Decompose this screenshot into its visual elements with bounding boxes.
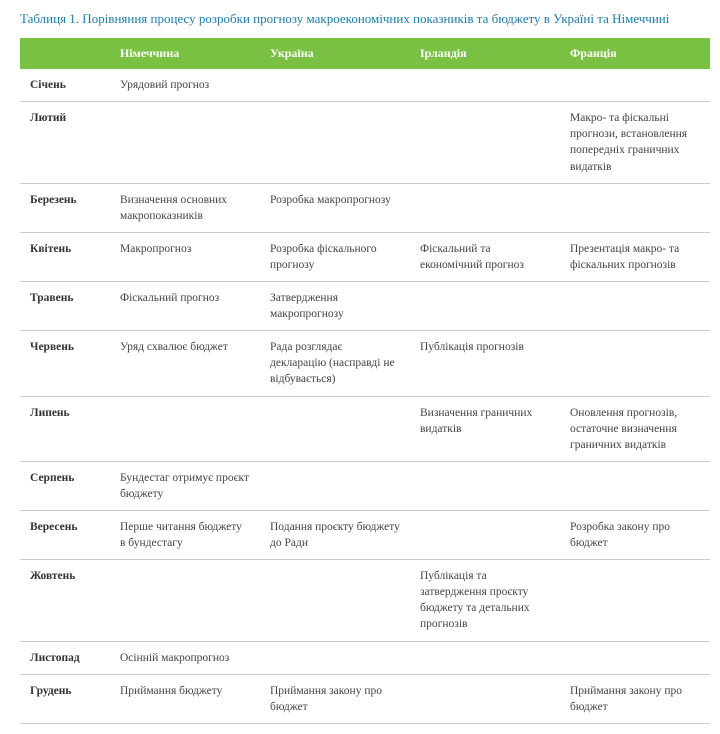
table-row: Жовтень Публікація та затвердження проєкт… bbox=[20, 560, 710, 641]
data-cell bbox=[260, 396, 410, 461]
data-cell bbox=[260, 69, 410, 102]
data-cell: Рада розглядає декларацію (насправді не … bbox=[260, 331, 410, 396]
col-blank bbox=[20, 38, 110, 69]
data-cell bbox=[560, 641, 710, 674]
month-cell: Листопад bbox=[20, 641, 110, 674]
table-row: ТравеньФіскальний прогнозЗатвердження ма… bbox=[20, 282, 710, 331]
data-cell: Осінній макропрогноз bbox=[110, 641, 260, 674]
data-cell bbox=[410, 641, 560, 674]
data-cell: Розробка макропрогнозу bbox=[260, 183, 410, 232]
data-cell: Приймання закону про бюджет bbox=[560, 674, 710, 723]
data-cell: Подання проєкту бюджету до Ради bbox=[260, 510, 410, 559]
month-cell: Вересень bbox=[20, 510, 110, 559]
table-row: Лютий Макро- та фіскальні прогнози, встан… bbox=[20, 102, 710, 183]
table-row: ЛистопадОсінній макропрогноз bbox=[20, 641, 710, 674]
table-row: СіченьУрядовий прогноз bbox=[20, 69, 710, 102]
data-cell: Визначення основних макропоказників bbox=[110, 183, 260, 232]
month-cell: Червень bbox=[20, 331, 110, 396]
month-cell: Липень bbox=[20, 396, 110, 461]
month-cell: Жовтень bbox=[20, 560, 110, 641]
table-body: СіченьУрядовий прогнозЛютий Макро- та фіс… bbox=[20, 69, 710, 723]
data-cell bbox=[560, 331, 710, 396]
data-cell: Макро- та фіскальні прогнози, встановлен… bbox=[560, 102, 710, 183]
data-cell bbox=[410, 510, 560, 559]
data-cell: Фіскальний та економічний прогноз bbox=[410, 232, 560, 281]
table-header-row: Німеччина Україна Ірландія Франція bbox=[20, 38, 710, 69]
col-ukraine: Україна bbox=[260, 38, 410, 69]
data-cell: Приймання закону про бюджет bbox=[260, 674, 410, 723]
data-cell: Урядовий прогноз bbox=[110, 69, 260, 102]
month-cell: Березень bbox=[20, 183, 110, 232]
table-row: КвітеньМакропрогнозРозробка фіскального … bbox=[20, 232, 710, 281]
data-cell bbox=[410, 461, 560, 510]
month-cell: Січень bbox=[20, 69, 110, 102]
table-row: БерезеньВизначення основних макропоказни… bbox=[20, 183, 710, 232]
data-cell bbox=[410, 674, 560, 723]
data-cell bbox=[260, 102, 410, 183]
month-cell: Серпень bbox=[20, 461, 110, 510]
data-cell: Затвердження макропрогнозу bbox=[260, 282, 410, 331]
table-row: ВересеньПерше читання бюджету в бундеста… bbox=[20, 510, 710, 559]
data-cell bbox=[110, 396, 260, 461]
data-cell: Бундестаг отримує проєкт бюджету bbox=[110, 461, 260, 510]
data-cell: Оновлення прогнозів, остаточне визначенн… bbox=[560, 396, 710, 461]
data-cell bbox=[260, 560, 410, 641]
data-cell bbox=[410, 282, 560, 331]
data-cell bbox=[110, 102, 260, 183]
data-cell bbox=[410, 183, 560, 232]
data-cell bbox=[560, 282, 710, 331]
month-cell: Лютий bbox=[20, 102, 110, 183]
table-title: Таблиця 1. Порівняння процесу розробки п… bbox=[20, 10, 700, 28]
month-cell: Квітень bbox=[20, 232, 110, 281]
data-cell bbox=[110, 560, 260, 641]
data-cell: Фіскальний прогноз bbox=[110, 282, 260, 331]
col-germany: Німеччина bbox=[110, 38, 260, 69]
data-cell: Приймання бюджету bbox=[110, 674, 260, 723]
table-row: ЧервеньУряд схвалює бюджетРада розглядає… bbox=[20, 331, 710, 396]
data-cell bbox=[560, 69, 710, 102]
data-cell bbox=[410, 69, 560, 102]
data-cell: Визначення граничних видатків bbox=[410, 396, 560, 461]
data-cell: Макропрогноз bbox=[110, 232, 260, 281]
table-row: СерпеньБундестаг отримує проєкт бюджету bbox=[20, 461, 710, 510]
data-cell bbox=[260, 641, 410, 674]
month-cell: Травень bbox=[20, 282, 110, 331]
data-cell bbox=[410, 102, 560, 183]
data-cell bbox=[560, 461, 710, 510]
data-cell: Публікація прогнозів bbox=[410, 331, 560, 396]
data-cell bbox=[260, 461, 410, 510]
data-cell: Перше читання бюджету в бундестагу bbox=[110, 510, 260, 559]
col-ireland: Ірландія bbox=[410, 38, 560, 69]
data-cell bbox=[560, 560, 710, 641]
data-cell: Уряд схвалює бюджет bbox=[110, 331, 260, 396]
data-cell bbox=[560, 183, 710, 232]
data-cell: Публікація та затвердження проєкту бюдже… bbox=[410, 560, 560, 641]
month-cell: Грудень bbox=[20, 674, 110, 723]
table-row: Липень Визначення граничних видатківОновл… bbox=[20, 396, 710, 461]
data-cell: Презентація макро- та фіскальних прогноз… bbox=[560, 232, 710, 281]
col-france: Франція bbox=[560, 38, 710, 69]
data-cell: Розробка закону про бюджет bbox=[560, 510, 710, 559]
table-row: ГруденьПриймання бюджетуПриймання закону… bbox=[20, 674, 710, 723]
data-cell: Розробка фіскального прогнозу bbox=[260, 232, 410, 281]
comparison-table: Німеччина Україна Ірландія Франція Січен… bbox=[20, 38, 710, 724]
